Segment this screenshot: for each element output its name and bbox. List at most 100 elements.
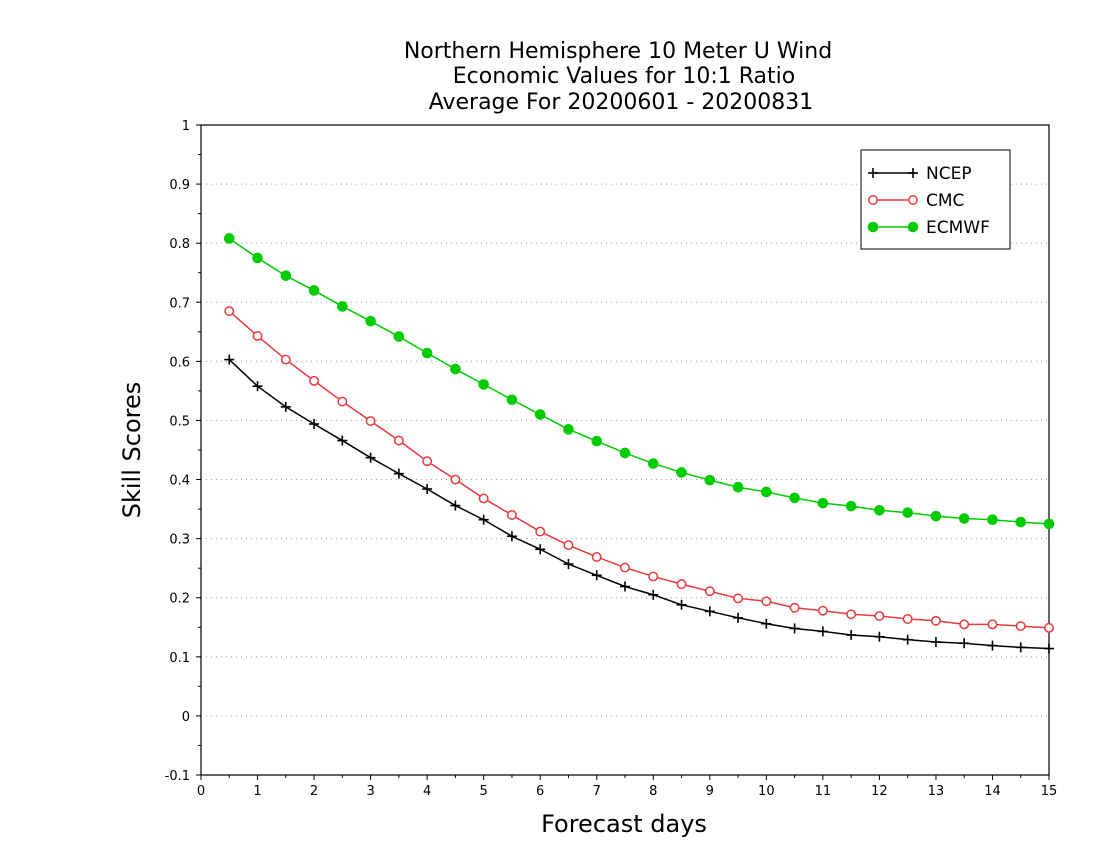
x-tick-label: 9	[706, 784, 714, 799]
data-point-ecmwf	[365, 315, 376, 327]
data-point-ecmwf	[534, 409, 546, 420]
data-point-ncep	[393, 468, 404, 479]
data-point-ncep	[648, 589, 659, 600]
x-tick-label: 0	[197, 784, 205, 799]
y-tick-label: -0.1	[165, 769, 190, 784]
data-point-cmc	[959, 619, 970, 630]
data-point-ecmwf	[280, 270, 292, 281]
title-line-2: Economic Values for 10:1 Ratio	[453, 64, 795, 89]
legend-item-ncep: NCEP	[868, 164, 972, 184]
data-point-ecmwf	[987, 514, 998, 526]
data-point-ncep	[902, 634, 913, 645]
data-point-cmc	[789, 602, 800, 613]
y-tick-label: 1	[182, 119, 190, 134]
data-point-ncep	[309, 419, 320, 429]
x-tick-label: 11	[815, 784, 832, 799]
y-tick-label: 0.1	[169, 651, 190, 666]
data-point-ncep	[733, 612, 744, 623]
data-point-ecmwf	[958, 513, 970, 524]
data-point-ecmwf	[732, 481, 744, 493]
data-point-ncep	[280, 401, 291, 412]
x-tick-label: 8	[649, 784, 657, 799]
data-point-cmc	[620, 562, 630, 573]
data-point-ecmwf	[761, 486, 772, 498]
data-point-ncep	[874, 631, 885, 642]
data-point-ncep	[987, 640, 998, 651]
data-point-ncep	[535, 544, 546, 555]
data-point-ncep	[789, 623, 800, 634]
x-tick-label: 7	[593, 784, 601, 799]
data-point-cmc	[874, 611, 885, 621]
legend: NCEP CMC ECMWF	[860, 149, 1011, 250]
series-line-ecmwf	[228, 237, 1050, 525]
title-line-1: Northern Hemisphere 10 Meter U Wind	[404, 39, 832, 64]
data-point-ecmwf	[817, 497, 829, 509]
data-point-cmc	[591, 552, 602, 562]
data-point-ncep	[704, 606, 715, 617]
data-point-ecmwf	[421, 347, 433, 359]
x-tick-label: 12	[871, 784, 888, 799]
data-point-ncep	[761, 618, 772, 629]
data-point-ecmwf	[1015, 516, 1027, 528]
data-point-ncep	[1015, 642, 1026, 653]
data-point-cmc	[535, 526, 546, 537]
data-point-ecmwf	[563, 424, 574, 435]
x-tick-label: 1	[253, 784, 261, 799]
data-point-ncep	[365, 452, 376, 463]
data-point-cmc	[704, 586, 715, 597]
y-tick-label: 0.7	[169, 296, 190, 311]
data-point-ecmwf	[478, 379, 489, 390]
legend-marker-ecmwf	[867, 221, 879, 233]
data-point-cmc	[309, 375, 320, 386]
y-tick-label: 0.4	[169, 474, 190, 489]
data-point-ncep	[450, 500, 461, 511]
data-point-cmc	[393, 435, 404, 446]
data-point-cmc	[422, 456, 433, 467]
data-point-ecmwf	[506, 394, 518, 406]
data-point-ncep	[817, 626, 828, 637]
x-tick-label: 13	[928, 784, 945, 799]
data-point-ncep	[846, 629, 857, 640]
data-point-ecmwf	[619, 447, 631, 459]
data-point-ecmwf	[902, 507, 913, 518]
legend-marker-ncep	[908, 168, 918, 178]
legend-marker-ecmwf	[907, 221, 919, 233]
series-line-ncep	[228, 359, 1050, 650]
legend-marker-cmc	[908, 195, 918, 205]
data-point-ecmwf	[874, 504, 885, 516]
data-point-ecmwf	[845, 500, 857, 512]
data-point-ecmwf	[789, 492, 800, 504]
data-point-cmc	[450, 474, 461, 485]
y-tick-label: 0.8	[169, 237, 190, 252]
data-point-cmc	[224, 306, 235, 317]
y-tick-label: 0.2	[169, 592, 190, 607]
data-point-cmc	[1044, 622, 1054, 633]
legend-marker-ncep	[868, 168, 878, 178]
x-tick-label: 5	[480, 784, 488, 799]
series-ncep	[224, 354, 1054, 654]
data-point-ecmwf	[308, 285, 320, 296]
y-axis-label: Skill Scores	[118, 382, 146, 519]
data-point-cmc	[676, 579, 687, 590]
legend-item-cmc: CMC	[868, 191, 964, 211]
data-point-ecmwf	[1043, 518, 1055, 530]
data-point-ncep	[478, 514, 489, 525]
data-point-cmc	[930, 615, 941, 626]
y-tick-label: 0	[182, 710, 190, 725]
data-point-cmc	[733, 593, 744, 604]
legend-label-ncep: NCEP	[926, 164, 972, 184]
data-point-ecmwf	[337, 301, 348, 312]
data-point-cmc	[817, 605, 828, 616]
data-point-ncep	[563, 559, 574, 570]
x-tick-label: 3	[366, 784, 374, 799]
x-tick-label: 15	[1041, 784, 1058, 799]
data-point-ncep	[930, 637, 941, 648]
chart-title: Northern Hemisphere 10 Meter U Wind Econ…	[404, 39, 832, 115]
data-point-ecmwf	[704, 474, 716, 486]
data-point-cmc	[761, 596, 772, 607]
data-point-ecmwf	[676, 467, 687, 478]
data-point-ecmwf	[930, 510, 942, 522]
data-point-cmc	[280, 354, 291, 365]
legend-label-ecmwf: ECMWF	[926, 218, 990, 238]
data-point-ncep	[224, 354, 235, 365]
